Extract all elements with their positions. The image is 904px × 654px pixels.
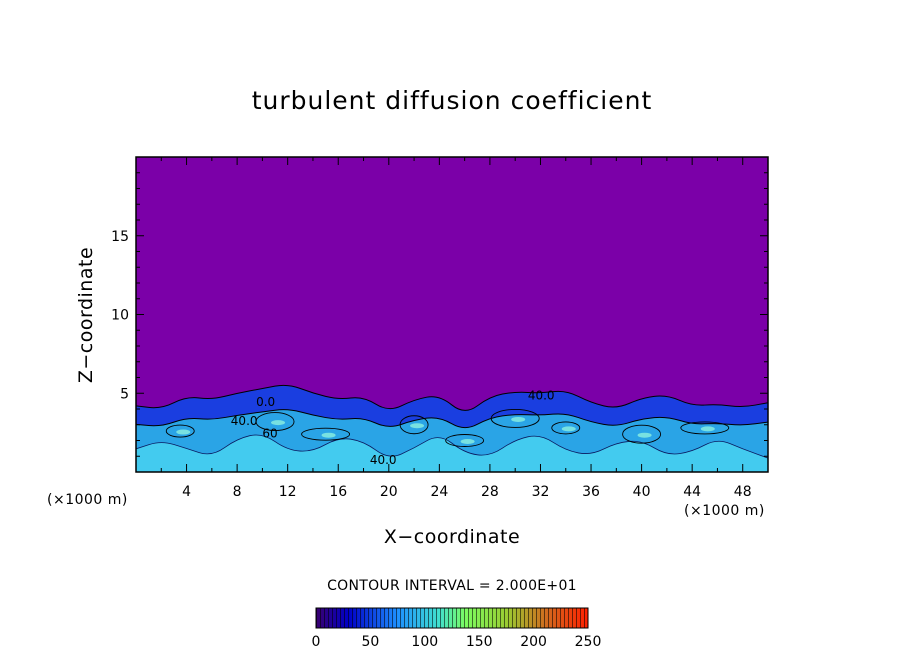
x-tick-label: 24 — [430, 484, 448, 500]
contour-line-core — [136, 434, 768, 459]
eddy-core — [511, 416, 526, 422]
contour-label: 40.0 — [528, 389, 555, 403]
eddy-core — [637, 432, 652, 438]
x-tick-label: 16 — [329, 484, 347, 500]
eddy-core — [561, 426, 576, 432]
x-tick-label: 36 — [582, 484, 600, 500]
contour-eddy — [490, 409, 540, 428]
x-tick-label: 4 — [182, 484, 191, 500]
contour-eddy — [622, 424, 662, 444]
contour-label: 40.0 — [231, 414, 258, 428]
contour-interval-label: CONTOUR INTERVAL = 2.000E+01 — [327, 578, 577, 594]
x-tick-label: 8 — [233, 484, 242, 500]
colorbar-stripes — [316, 608, 588, 628]
x-tick-label: 12 — [279, 484, 297, 500]
colorbar-tick-label: 200 — [520, 634, 547, 650]
x-tick-label: 44 — [683, 484, 701, 500]
contour-line-inner — [136, 409, 768, 429]
x-tick-label: 28 — [481, 484, 499, 500]
contour-eddy — [680, 421, 730, 435]
contour-label: 40.0 — [370, 453, 397, 467]
eddy-core — [321, 432, 336, 438]
contour-line-outer — [136, 384, 768, 411]
colorbar-tick-label: 100 — [411, 634, 438, 650]
eddy-core — [176, 429, 191, 435]
x-tick-label: 40 — [633, 484, 651, 500]
y-tick-label: 5 — [120, 386, 129, 402]
y-tick-label: 15 — [111, 229, 129, 245]
contour-eddy — [445, 434, 485, 447]
colorbar-tick-label: 0 — [312, 634, 321, 650]
contour-eddy — [301, 427, 351, 441]
z-axis-unit-right: (×1000 m) — [684, 503, 765, 519]
x-tick-label: 32 — [532, 484, 550, 500]
chart-title: turbulent diffusion coefficient — [251, 86, 653, 115]
eddy-core — [700, 426, 715, 432]
eddy-core — [460, 439, 475, 444]
y-tick-label: 10 — [111, 308, 129, 324]
eddy-core — [410, 423, 425, 429]
contour-label: 0.0 — [256, 395, 275, 409]
colorbar-frame — [315, 607, 589, 629]
x-tick-label: 20 — [380, 484, 398, 500]
contour-eddy — [551, 421, 581, 435]
turbulent-layer-core — [136, 434, 768, 472]
contour-eddy — [255, 412, 295, 432]
x-axis-label: X−coordinate — [383, 526, 521, 548]
eddy-core — [271, 420, 286, 426]
colorbar-tick-label: 150 — [466, 634, 493, 650]
contour-eddy — [165, 424, 195, 438]
x-tick-label: 48 — [734, 484, 752, 500]
x-axis-unit-left: (×1000 m) — [47, 492, 128, 508]
colorbar-tick-label: 50 — [361, 634, 379, 650]
colorbar-tick-label: 250 — [575, 634, 602, 650]
contour-eddy — [399, 415, 429, 435]
contour-label: 60 — [262, 426, 277, 440]
